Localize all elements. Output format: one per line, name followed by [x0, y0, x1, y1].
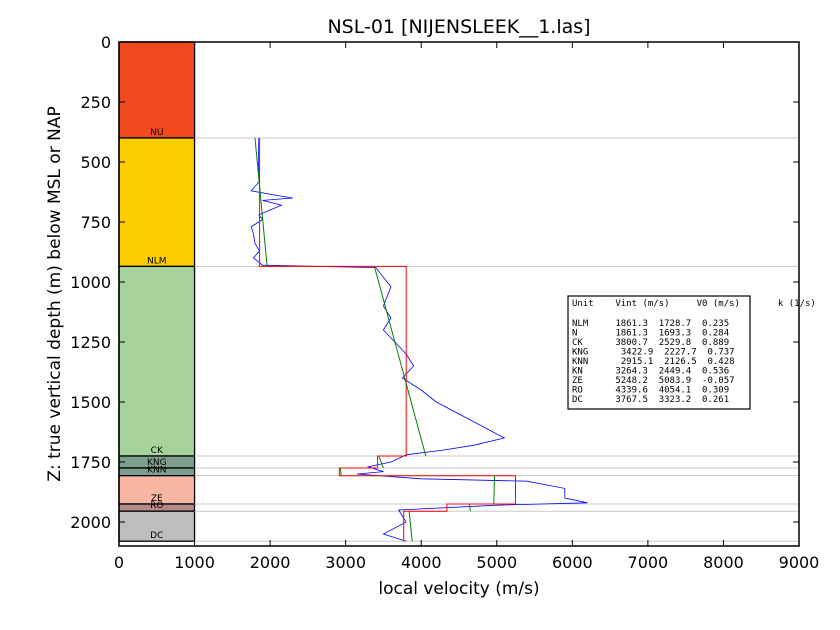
plot-frame — [118, 41, 800, 547]
x-tick-label: 6000 — [552, 553, 593, 572]
legend-header: Unit Vint (m/s) V0 (m/s) k (1/s) — [572, 299, 816, 309]
y-tick-label: 2000 — [70, 513, 111, 532]
series-layer — [250, 137, 588, 542]
strat-unit-label: CK — [151, 446, 164, 456]
series-line-1 — [259, 138, 516, 542]
y-tick-label: 500 — [80, 153, 111, 172]
legend-row: CK 3800.7 2529.8 0.889 — [572, 338, 729, 348]
legend-row: DC 3767.5 3323.2 0.261 — [572, 395, 729, 405]
strat-unit-ze — [118, 475, 196, 505]
y-ticks: 0 250 500 750 1000 1250 1500 1750 2000 — [70, 33, 799, 532]
x-tick-label: 2000 — [250, 553, 291, 572]
y-tick-label: 1500 — [70, 393, 111, 412]
strat-unit-label: KNG — [147, 458, 167, 468]
legend-frame — [567, 295, 751, 410]
chart-title: NSL-01 [NIJENSLEEK__1.las] — [327, 16, 590, 38]
legend-row: KN 3264.3 2449.4 0.536 — [572, 367, 729, 377]
x-tick-label: 3000 — [325, 553, 366, 572]
strat-unit-ck — [118, 265, 196, 457]
y-tick-label: 250 — [80, 93, 111, 112]
strat-unit-label: NLM — [147, 256, 167, 266]
strat-unit-label: KNN — [147, 466, 166, 476]
strat-unit-label: NU — [150, 128, 163, 138]
x-tick-label: 8000 — [703, 553, 744, 572]
legend-row: KNG 3422.9 2227.7 0.737 — [572, 348, 735, 358]
x-tick-label: 7000 — [628, 553, 669, 572]
x-axis-title: local velocity (m/s) — [378, 579, 539, 599]
x-tick-label: 9000 — [779, 553, 820, 572]
y-tick-label: 1000 — [70, 273, 111, 292]
y-tick-label: 0 — [101, 33, 111, 52]
legend-box: Unit Vint (m/s) V0 (m/s) k (1/s) NLM 1861… — [567, 295, 816, 410]
strat-unit-nu — [118, 41, 196, 139]
x-ticks: 0 1000 2000 3000 4000 5000 6000 7000 8000 9000 — [114, 42, 819, 572]
series-line-0 — [250, 137, 588, 542]
y-axis-title: Z: true vertical depth (m) below MSL or … — [45, 106, 65, 481]
y-tick-label: 1250 — [70, 333, 111, 352]
legend-row: RO 4339.6 4054.1 0.309 — [572, 386, 729, 396]
y-tick-label: 1750 — [70, 453, 111, 472]
y-tick-label: 750 — [80, 213, 111, 232]
series-line-2 — [254, 137, 495, 542]
x-tick-label: 4000 — [401, 553, 442, 572]
strat-unit-label: ZE — [151, 494, 163, 504]
strat-unit-label: DC — [150, 531, 163, 541]
legend-row: KNN 2915.1 2126.5 0.428 — [572, 357, 735, 367]
legend-row: N 1861.3 1693.3 0.284 — [572, 329, 729, 339]
x-tick-label: 0 — [114, 553, 124, 572]
x-tick-label: 5000 — [476, 553, 517, 572]
strat-unit-nlm — [118, 137, 196, 268]
strat-unit-dc — [118, 510, 196, 542]
strat-unit-label: RO — [150, 501, 163, 511]
legend-row: ZE 5248.2 5083.9 -0.057 — [572, 376, 735, 386]
legend-row: NLM 1861.3 1728.7 0.235 — [572, 319, 729, 329]
x-tick-label: 1000 — [174, 553, 215, 572]
